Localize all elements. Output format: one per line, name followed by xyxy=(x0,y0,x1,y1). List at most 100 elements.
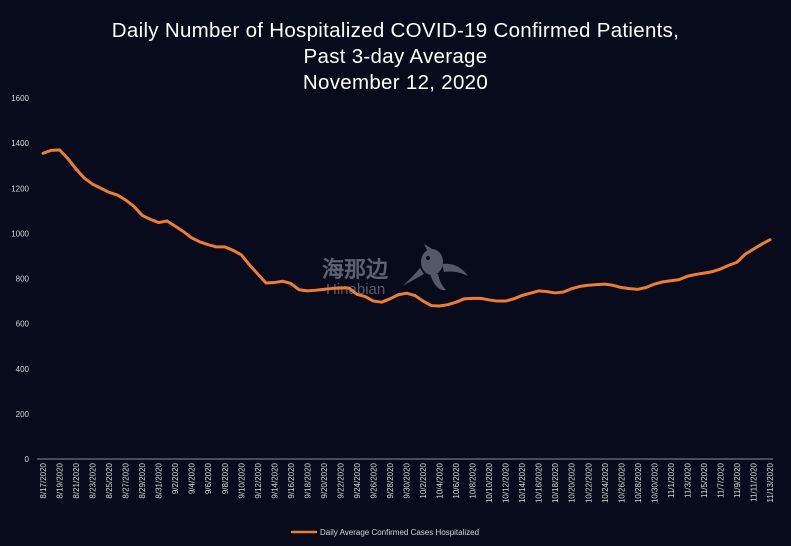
x-tick-label: 10/22/2020 xyxy=(584,462,593,503)
series-point xyxy=(397,293,400,296)
series-point xyxy=(529,291,532,295)
y-tick-label: 400 xyxy=(16,365,30,374)
y-tick-label: 0 xyxy=(25,455,30,464)
x-tick-label: 11/9/2020 xyxy=(733,462,742,498)
series-point xyxy=(735,261,739,264)
x-tick-label: 9/30/2020 xyxy=(403,462,412,498)
watermark-english-text: Hinabian xyxy=(326,281,385,298)
series-point xyxy=(281,280,284,283)
series-point xyxy=(66,157,69,160)
series-layer xyxy=(41,148,772,308)
x-tick-label: 10/26/2020 xyxy=(617,462,626,503)
series-point xyxy=(74,167,78,171)
x-tick-label: 10/4/2020 xyxy=(436,462,445,498)
series-point xyxy=(41,152,45,155)
x-tick-label: 11/13/2020 xyxy=(766,462,775,502)
series-point xyxy=(165,219,169,223)
x-tick-label: 10/12/2020 xyxy=(502,462,511,503)
y-tick-label: 800 xyxy=(16,275,30,284)
x-tick-label: 8/31/2020 xyxy=(155,462,164,498)
series-point xyxy=(752,247,755,251)
series-point xyxy=(207,243,210,246)
series-point xyxy=(471,297,474,300)
series-point xyxy=(463,297,466,301)
y-tick-label: 600 xyxy=(16,320,30,329)
hinabian-watermark: 海那边 Hinabian xyxy=(322,244,468,298)
series-point xyxy=(380,300,383,304)
legend: Daily Average Confirmed Cases Hospitaliz… xyxy=(290,528,479,537)
series-point xyxy=(157,221,160,224)
series-point xyxy=(595,283,598,286)
x-tick-label: 8/27/2020 xyxy=(122,462,131,498)
x-tick-label: 9/26/2020 xyxy=(369,462,378,498)
x-tick-label: 9/28/2020 xyxy=(386,462,395,498)
watermark-chinese-text: 海那边 xyxy=(322,257,389,283)
x-tick-label: 10/24/2020 xyxy=(601,462,610,503)
x-tick-label: 10/10/2020 xyxy=(485,462,494,503)
series-point xyxy=(587,284,590,287)
series-point xyxy=(496,299,499,303)
y-tick-label: 1000 xyxy=(11,229,29,238)
series-point xyxy=(620,286,623,289)
chart-title: Daily Number of Hospitalized COVID-19 Co… xyxy=(0,18,791,96)
series-point xyxy=(372,299,375,303)
chart-title-line-3: November 12, 2020 xyxy=(302,71,489,94)
series-point xyxy=(545,290,549,293)
x-tick-label: 9/14/2020 xyxy=(270,462,279,498)
y-tick-label: 1600 xyxy=(11,94,29,103)
x-axis: 8/17/2020 8/19/2020 8/21/2020 8/23/2020 8/25… xyxy=(37,458,775,503)
x-tick-label: 9/4/2020 xyxy=(188,462,197,494)
series-point xyxy=(479,297,483,300)
series-point xyxy=(107,191,111,194)
legend-label: Daily Average Confirmed Cases Hospitaliz… xyxy=(320,528,479,537)
series-point xyxy=(446,303,450,306)
series-point xyxy=(710,270,714,273)
series-point xyxy=(487,298,491,302)
x-tick-label: 11/1/2020 xyxy=(667,462,676,498)
x-tick-label: 9/18/2020 xyxy=(303,462,312,498)
x-tick-label: 8/21/2020 xyxy=(72,462,81,498)
x-tick-label: 9/24/2020 xyxy=(353,462,362,498)
x-tick-label: 10/30/2020 xyxy=(650,462,659,503)
x-tick-label: 11/11/2020 xyxy=(749,462,758,501)
series-point xyxy=(454,300,458,304)
series-point xyxy=(702,271,706,275)
series-point xyxy=(438,304,441,308)
bird-logo-icon xyxy=(402,244,468,291)
series-point xyxy=(99,187,103,190)
x-tick-label: 8/17/2020 xyxy=(39,462,48,498)
series-point xyxy=(256,272,259,276)
series-point xyxy=(124,198,127,202)
series-point xyxy=(512,297,516,301)
series-point xyxy=(760,243,763,246)
series-point xyxy=(669,279,673,282)
series-point xyxy=(554,291,557,295)
y-axis: 0 200 400 600 800 1000 1200 1400 1600 xyxy=(11,94,29,464)
series-point xyxy=(719,267,722,271)
series-point xyxy=(215,245,218,249)
series-point xyxy=(116,193,119,197)
series-point xyxy=(322,288,326,291)
series-point xyxy=(388,297,392,301)
series-point xyxy=(644,286,648,289)
x-tick-label: 9/10/2020 xyxy=(237,462,246,498)
series-point xyxy=(91,182,94,186)
series-point xyxy=(132,205,136,208)
x-tick-label: 10/6/2020 xyxy=(452,462,461,498)
series-point xyxy=(405,291,408,295)
x-tick-label: 11/7/2020 xyxy=(716,462,725,498)
x-tick-label: 10/20/2020 xyxy=(568,462,577,503)
series-point xyxy=(240,253,243,257)
series-point xyxy=(190,236,193,240)
series-point xyxy=(330,287,334,290)
series-point xyxy=(562,290,565,294)
x-tick-label: 10/14/2020 xyxy=(518,462,527,503)
series-point xyxy=(686,275,689,278)
series-point xyxy=(314,289,317,292)
series-point xyxy=(297,288,301,291)
y-tick-label: 1400 xyxy=(11,139,29,148)
x-tick-label: 10/18/2020 xyxy=(551,462,560,503)
x-tick-label: 10/2/2020 xyxy=(419,462,428,498)
x-tick-label: 8/23/2020 xyxy=(89,462,98,498)
